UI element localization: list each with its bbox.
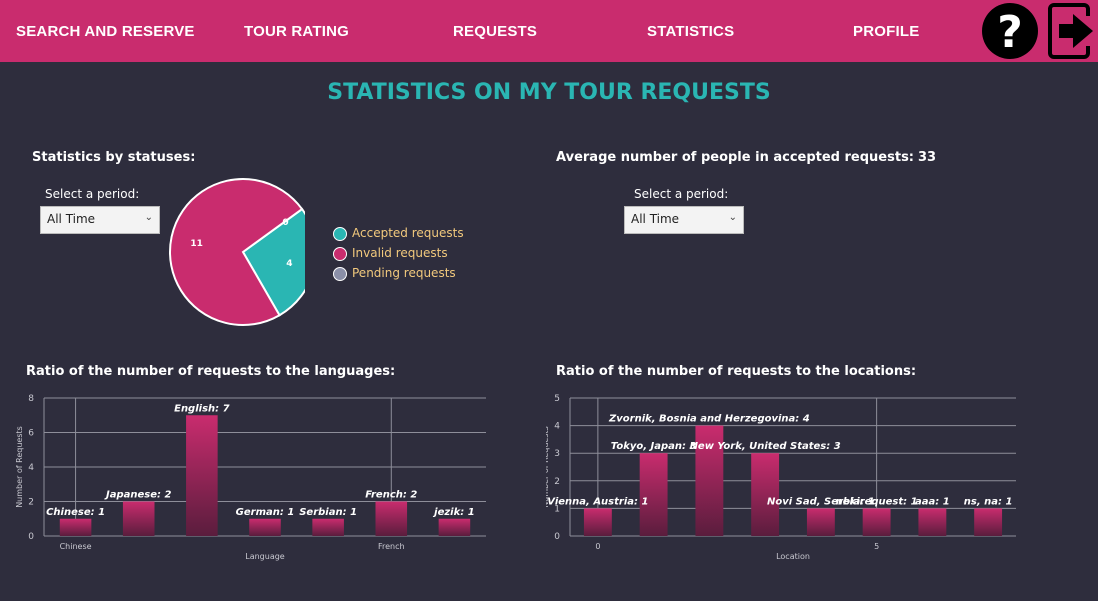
status-period-value: All Time	[47, 212, 96, 226]
question-mark-icon: ?	[982, 3, 1038, 59]
pie-slice-invalid	[169, 178, 304, 326]
logout-arrow-icon	[1048, 3, 1095, 59]
loc-data-label: Tokyo, Japan: 3	[611, 441, 697, 452]
loc-bar[interactable]	[918, 508, 947, 536]
loc-bar[interactable]	[583, 508, 612, 536]
svg-text:?: ?	[997, 7, 1023, 58]
lang-bar[interactable]	[122, 501, 155, 537]
lang-data-label: French: 2	[365, 490, 417, 501]
legend-label-accepted: Accepted requests	[352, 226, 464, 240]
loc-ytick-label: 3	[554, 449, 560, 459]
legend-dot-invalid	[333, 247, 347, 261]
loc-bar[interactable]	[639, 453, 668, 536]
lang-xtick-label: French	[378, 542, 405, 551]
lang-bar[interactable]	[186, 415, 218, 536]
lang-data-label: Japanese: 2	[104, 490, 171, 501]
lang-data-label: English: 7	[174, 403, 230, 414]
lang-xtick-label: Chinese	[60, 542, 92, 551]
lang-y-axis-title: Number of Requests	[15, 426, 24, 508]
average-label: Average number of people in accepted req…	[556, 150, 915, 165]
average-period-label: Select a period:	[634, 187, 729, 201]
lang-ytick-label: 0	[28, 532, 34, 542]
loc-ytick-label: 1	[554, 504, 560, 514]
chevron-down-icon: ⌄	[144, 212, 153, 223]
nav-requests[interactable]: REQUESTS	[453, 23, 538, 40]
loc-ytick-label: 0	[554, 532, 560, 542]
legend-dot-accepted	[333, 227, 347, 241]
lang-bar[interactable]	[375, 501, 408, 537]
loc-y-axis-title: Number of Requests	[546, 426, 550, 508]
lang-bar[interactable]	[59, 518, 92, 536]
status-period-label: Select a period:	[45, 187, 140, 201]
nav-search-and-reserve[interactable]: SEARCH AND RESERVE	[16, 23, 195, 40]
locations-section-title: Ratio of the number of requests to the l…	[556, 364, 917, 379]
page-title: STATISTICS ON MY TOUR REQUESTS	[327, 80, 771, 105]
lang-data-label: Chinese: 1	[46, 507, 105, 518]
loc-x-axis-title: Location	[776, 552, 810, 561]
status-pie-chart: 4 11 0	[169, 178, 305, 326]
pie-slice-accepted	[241, 207, 305, 317]
help-button[interactable]: ?	[980, 2, 1040, 60]
nav-profile[interactable]: PROFILE	[853, 23, 920, 40]
loc-bar[interactable]	[695, 425, 724, 536]
loc-xtick-label: 5	[874, 542, 879, 551]
chevron-down-icon: ⌄	[728, 212, 737, 223]
languages-section-title: Ratio of the number of requests to the l…	[26, 364, 396, 379]
loc-bar[interactable]	[806, 508, 835, 536]
pie-label-invalid: 11	[190, 239, 203, 249]
status-period-select[interactable]: All Time ⌄	[40, 206, 160, 234]
loc-data-label: Novi Sad, Serbia: 1	[767, 496, 875, 507]
loc-xtick-label: 0	[595, 542, 600, 551]
status-section-title: Statistics by statuses:	[32, 150, 196, 165]
loc-ytick-label: 2	[554, 477, 560, 487]
loc-bar[interactable]	[862, 508, 891, 536]
legend-label-pending: Pending requests	[352, 266, 456, 280]
lang-ytick-label: 6	[28, 429, 34, 439]
lang-bar[interactable]	[312, 518, 344, 536]
loc-bar[interactable]	[751, 453, 780, 536]
loc-ytick-label: 4	[554, 422, 560, 432]
loc-ytick-label: 5	[554, 394, 560, 404]
lang-data-label: jezik: 1	[432, 507, 475, 518]
loc-data-label: Vienna, Austria: 1	[547, 496, 648, 507]
loc-data-label: Zvornik, Bosnia and Herzegovina: 4	[608, 414, 810, 425]
legend-dot-pending	[333, 267, 347, 281]
lang-ytick-label: 8	[28, 394, 34, 404]
pie-label-accepted: 4	[286, 259, 292, 269]
loc-data-label: ns, na: 1	[964, 496, 1013, 507]
loc-data-label: nekirequest: 1	[836, 496, 918, 507]
average-period-select[interactable]: All Time ⌄	[624, 206, 744, 234]
average-section-title: Average number of people in accepted req…	[556, 150, 936, 165]
lang-bar[interactable]	[249, 518, 281, 536]
lang-x-axis-title: Language	[245, 552, 285, 561]
lang-ytick-label: 4	[28, 463, 34, 473]
languages-bar-chart: 0 2 4 6 8 Chinese French Chinese: 1 Japanese: 2 E…	[15, 394, 486, 561]
loc-bar[interactable]	[974, 508, 1003, 536]
loc-data-label: aaa: 1	[915, 496, 950, 507]
lang-data-label: Serbian: 1	[299, 507, 357, 518]
nav-tour-rating[interactable]: TOUR RATING	[244, 23, 349, 40]
lang-data-label: German: 1	[236, 507, 295, 518]
average-value: 33	[918, 150, 937, 165]
lang-bar[interactable]	[438, 518, 471, 536]
loc-data-label: New York, United States: 3	[690, 441, 841, 452]
nav-statistics[interactable]: STATISTICS	[647, 23, 735, 40]
legend-label-invalid: Invalid requests	[352, 246, 448, 260]
pie-label-pending: 0	[282, 218, 288, 228]
logout-button[interactable]	[1047, 2, 1095, 60]
top-nav-bar: SEARCH AND RESERVE TOUR RATING REQUESTS …	[0, 0, 1098, 62]
lang-ytick-label: 2	[28, 498, 34, 508]
locations-bar-chart: 0 1 2 3 4 5 0 5 Vienna, Austria: 1 Tokyo, Japan: …	[546, 394, 1016, 561]
average-period-value: All Time	[631, 212, 680, 226]
